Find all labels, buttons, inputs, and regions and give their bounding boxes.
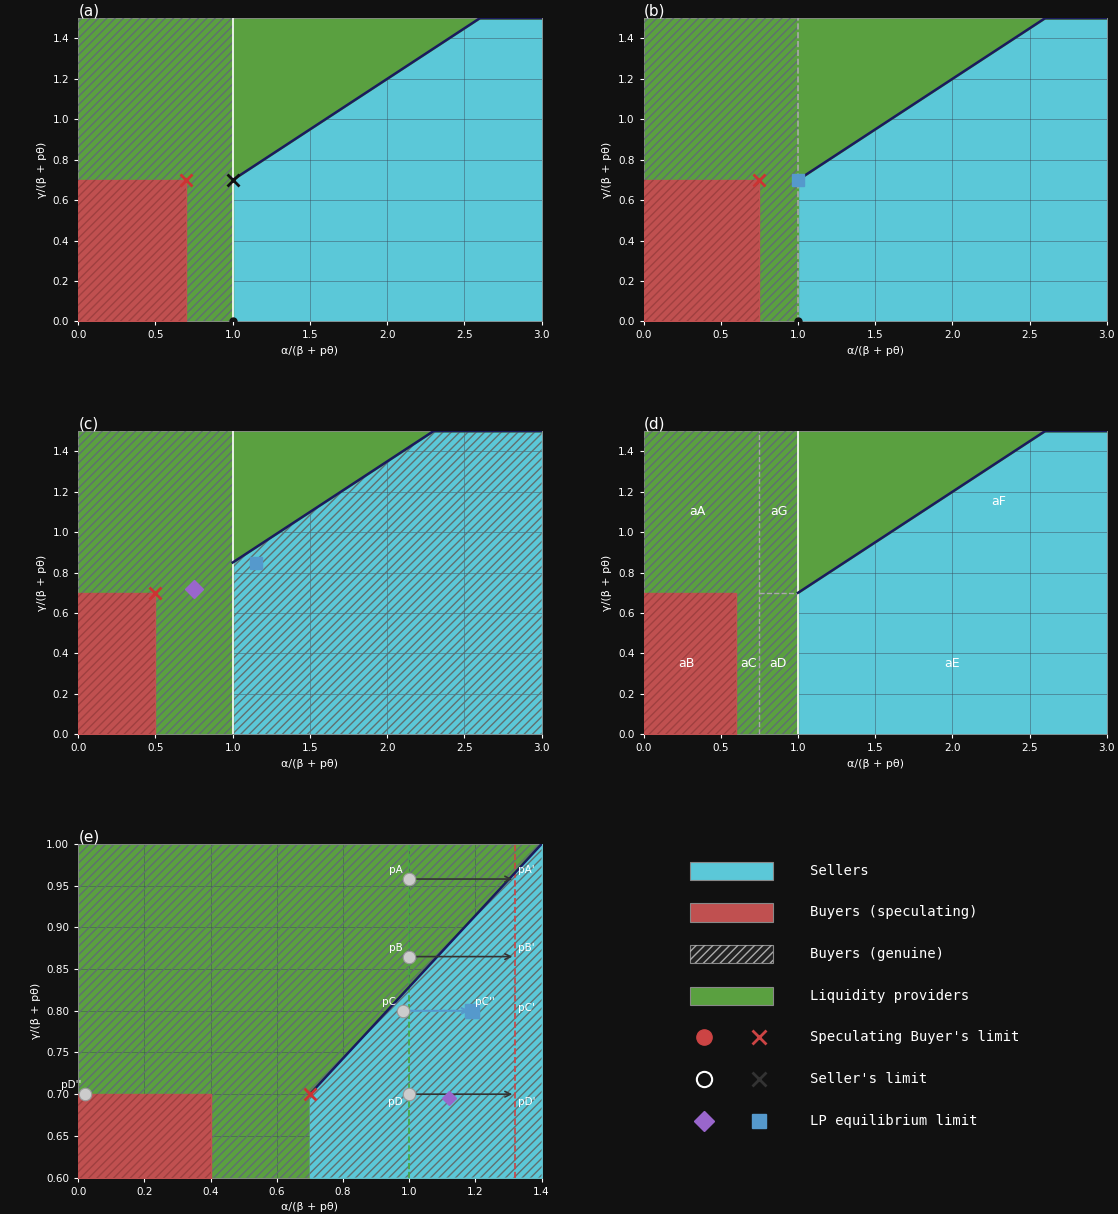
- X-axis label: α/(β + pθ): α/(β + pθ): [846, 759, 903, 768]
- Text: (e): (e): [78, 829, 100, 844]
- Text: pB: pB: [389, 943, 402, 953]
- X-axis label: α/(β + pθ): α/(β + pθ): [282, 346, 339, 356]
- Text: (d): (d): [644, 416, 665, 431]
- Text: pB': pB': [519, 943, 536, 953]
- Text: pD: pD: [388, 1097, 402, 1107]
- Text: aD: aD: [769, 657, 787, 670]
- Text: aF: aF: [992, 495, 1006, 509]
- Bar: [690, 987, 774, 1005]
- Text: aB: aB: [679, 657, 695, 670]
- Text: Sellers: Sellers: [811, 863, 869, 878]
- Text: LP equilibrium limit: LP equilibrium limit: [811, 1114, 978, 1128]
- Text: pC: pC: [382, 997, 396, 1006]
- Y-axis label: γ/(β + pθ): γ/(β + pθ): [30, 982, 40, 1039]
- X-axis label: α/(β + pθ): α/(β + pθ): [282, 1202, 339, 1212]
- Bar: [690, 944, 774, 963]
- Text: aA: aA: [690, 505, 705, 518]
- Y-axis label: γ/(β + pθ): γ/(β + pθ): [603, 142, 613, 198]
- Text: Seller's limit: Seller's limit: [811, 1072, 928, 1087]
- Text: aE: aE: [945, 657, 960, 670]
- Text: (a): (a): [78, 4, 100, 18]
- X-axis label: α/(β + pθ): α/(β + pθ): [282, 759, 339, 768]
- Text: pC': pC': [519, 1003, 536, 1012]
- Y-axis label: γ/(β + pθ): γ/(β + pθ): [37, 555, 47, 611]
- Text: pC'': pC'': [475, 997, 495, 1006]
- Text: Speculating Buyer's limit: Speculating Buyer's limit: [811, 1031, 1020, 1044]
- Text: pA': pA': [519, 866, 536, 875]
- Bar: [690, 903, 774, 921]
- Text: (c): (c): [78, 416, 98, 431]
- Y-axis label: γ/(β + pθ): γ/(β + pθ): [603, 555, 613, 611]
- Text: Buyers (speculating): Buyers (speculating): [811, 906, 978, 919]
- Text: pD'': pD'': [61, 1080, 82, 1090]
- Text: Liquidity providers: Liquidity providers: [811, 988, 969, 1003]
- Text: pA: pA: [389, 866, 402, 875]
- Text: (b): (b): [644, 4, 665, 18]
- Text: Buyers (genuine): Buyers (genuine): [811, 947, 945, 961]
- Text: pD': pD': [519, 1097, 536, 1107]
- Bar: [690, 944, 774, 963]
- Y-axis label: γ/(β + pθ): γ/(β + pθ): [37, 142, 47, 198]
- X-axis label: α/(β + pθ): α/(β + pθ): [846, 346, 903, 356]
- Bar: [690, 862, 774, 880]
- Text: aG: aG: [770, 505, 788, 518]
- Text: aC: aC: [740, 657, 757, 670]
